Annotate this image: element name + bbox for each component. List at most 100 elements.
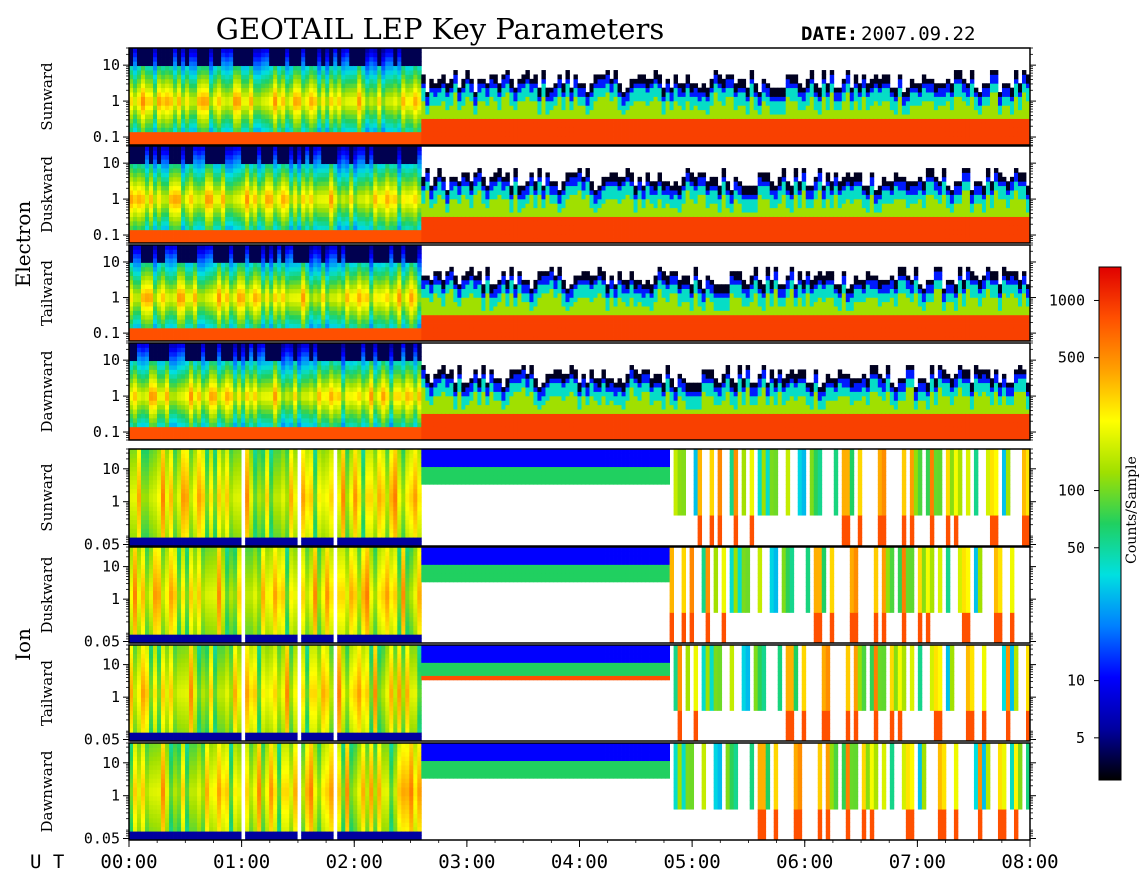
spectrogram-cell [345,83,349,88]
spectrogram-cell [946,83,950,88]
spectrogram-cell [457,123,461,128]
spectrogram-cell [257,57,261,62]
spectrogram-cell [970,132,974,137]
spectrogram-cell [706,101,710,106]
spectrogram-cell [722,127,726,132]
spectrogram-cell [906,114,910,119]
spectrogram-cell [517,114,521,119]
spectrogram-cell [233,172,237,177]
spectrogram-cell [790,127,794,132]
spectrogram-cell [177,66,181,71]
spectrogram-cell [866,132,870,137]
spectrogram-cell [822,105,826,110]
spectrogram-cell [249,57,253,62]
spectrogram-cell [265,164,269,169]
spectrogram-cell [241,181,245,186]
spectrogram-cell [169,190,173,195]
spectrogram-cell [317,119,321,124]
spectrogram-cell [678,119,682,124]
spectrogram-cell [317,190,321,195]
spectrogram-cell [149,208,153,213]
spectrogram-cell [293,159,297,164]
spectrogram-cell [181,221,185,226]
spectrogram-cell [161,172,165,177]
spectrogram-cell [606,88,610,93]
spectrogram-cell [421,74,425,79]
spectrogram-cell [245,212,249,217]
spectrogram-cell [930,123,934,128]
spectrogram-cell [654,83,658,88]
spectrogram-cell [982,105,986,110]
spectrogram-cell [361,70,365,75]
spectrogram-cell [281,79,285,84]
spectrogram-cell [241,186,245,191]
spectrogram-cell [397,101,401,106]
spectrogram-cell [337,74,341,79]
spectrogram-cell [810,110,814,115]
spectrogram-cell [253,110,257,115]
spectrogram-cell [273,164,277,169]
spectrogram-cell [321,97,325,102]
spectrogram-cell [209,114,213,119]
spectrogram-cell [209,155,213,160]
spectrogram-cell [281,190,285,195]
spectrogram-cell [285,127,289,132]
spectrogram-cell [505,110,509,115]
spectrogram-cell [618,119,622,124]
spectrogram-cell [253,119,257,124]
spectrogram-cell [461,92,465,97]
spectrogram-cell [281,127,285,132]
spectrogram-cell [958,83,962,88]
spectrogram-cell [245,105,249,110]
spectrogram-cell [201,70,205,75]
spectrogram-cell [686,136,690,141]
spectrogram-cell [237,164,241,169]
spectrogram-cell [149,136,153,141]
spectrogram-cell [225,177,229,182]
spectrogram-cell [309,164,313,169]
spectrogram-cell [858,136,862,141]
spectrogram-cell [826,132,830,137]
spectrogram-cell [1002,88,1006,93]
spectrogram-cell [185,79,189,84]
spectrogram-cell [153,66,157,71]
spectrogram-cell [942,127,946,132]
spectrogram-cell [666,136,670,141]
spectrogram-cell [157,181,161,186]
spectrogram-cell [177,105,181,110]
spectrogram-cell [273,208,277,213]
spectrogram-cell [998,110,1002,115]
spectrogram-cell [233,177,237,182]
spectrogram-cell [565,79,569,84]
spectrogram-cell [618,97,622,102]
spectrogram-cell [317,79,321,84]
spectrogram-cell [674,105,678,110]
spectrogram-cell [265,159,269,164]
spectrogram-cell [181,123,185,128]
spectrogram-cell [461,88,465,93]
spectrogram-cell [573,119,577,124]
spectrogram-cell [582,97,586,102]
spectrogram-cell [622,119,626,124]
spectrogram-cell [634,88,638,93]
spectrogram-cell [153,83,157,88]
spectrogram-cell [774,110,778,115]
spectrogram-cell [886,97,890,102]
spectrogram-cell [321,79,325,84]
spectrogram-cell [658,92,662,97]
spectrogram-cell [862,119,866,124]
spectrogram-cell [914,119,918,124]
spectrogram-cell [525,88,529,93]
spectrogram-cell [141,114,145,119]
spectrogram-cell [221,208,225,213]
spectrogram-cell [854,105,858,110]
spectrogram-cell [666,119,670,124]
spectrogram-cell [313,74,317,79]
spectrogram-cell [802,127,806,132]
spectrogram-cell [433,123,437,128]
spectrogram-cell [185,83,189,88]
spectrogram-cell [766,97,770,102]
spectrogram-cell [137,52,141,57]
spectrogram-cell [169,234,173,239]
spectrogram-cell [293,79,297,84]
